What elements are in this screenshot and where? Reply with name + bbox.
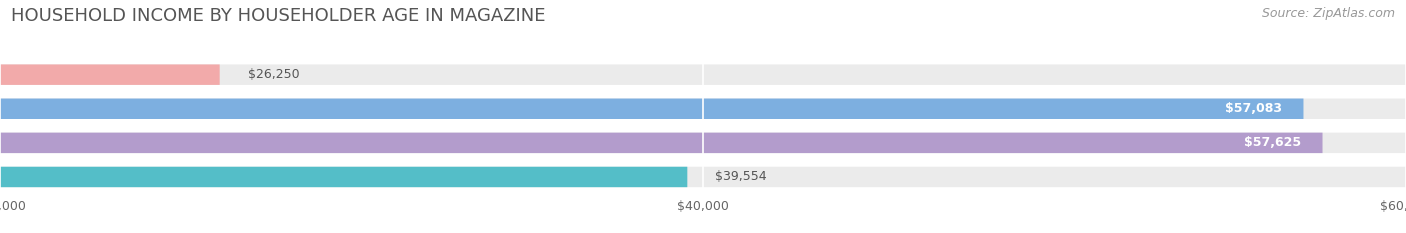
FancyBboxPatch shape <box>0 65 219 85</box>
FancyBboxPatch shape <box>0 99 1303 119</box>
Text: HOUSEHOLD INCOME BY HOUSEHOLDER AGE IN MAGAZINE: HOUSEHOLD INCOME BY HOUSEHOLDER AGE IN M… <box>11 7 546 25</box>
FancyBboxPatch shape <box>0 65 1406 85</box>
Text: $57,083: $57,083 <box>1226 102 1282 115</box>
Text: $57,625: $57,625 <box>1244 136 1302 149</box>
FancyBboxPatch shape <box>0 133 1406 153</box>
FancyBboxPatch shape <box>0 167 1406 187</box>
FancyBboxPatch shape <box>0 133 1323 153</box>
FancyBboxPatch shape <box>0 99 1406 119</box>
Text: $39,554: $39,554 <box>716 171 768 183</box>
Text: $26,250: $26,250 <box>247 68 299 81</box>
Text: Source: ZipAtlas.com: Source: ZipAtlas.com <box>1261 7 1395 20</box>
FancyBboxPatch shape <box>0 167 688 187</box>
